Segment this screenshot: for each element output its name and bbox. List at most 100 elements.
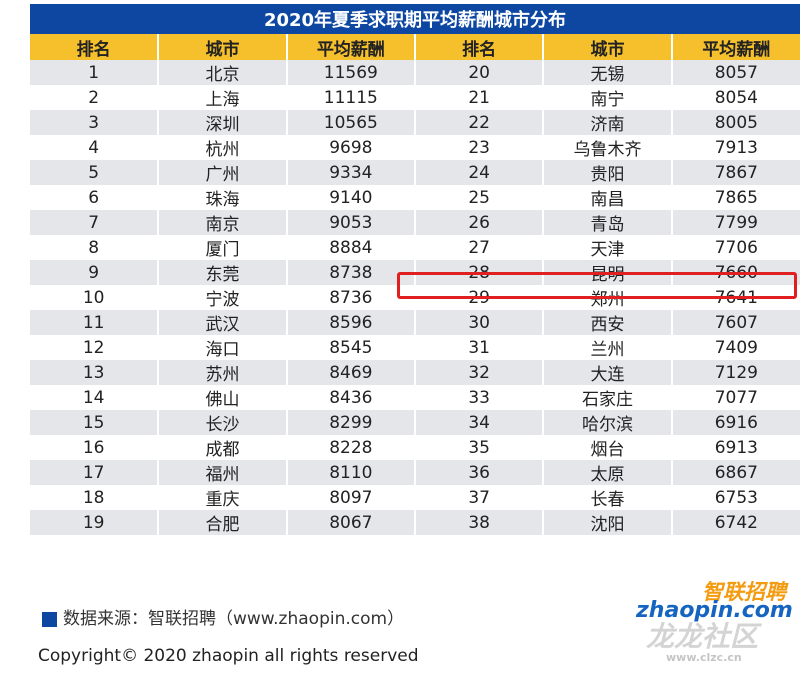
cell-city: 南昌 bbox=[543, 185, 673, 210]
cell-rank: 32 bbox=[414, 360, 545, 385]
copyright-text: Copyright© 2020 zhaopin all rights reser… bbox=[38, 646, 419, 666]
logo-cn-text: 智联招聘 bbox=[702, 580, 786, 604]
table-row: 2 上海 11115 21 南宁 8054 bbox=[30, 85, 800, 110]
cell-rank: 7 bbox=[30, 210, 160, 235]
cell-city: 珠海 bbox=[158, 185, 288, 210]
salary-table: 排名 城市 平均薪酬 排名 城市 平均薪酬 1 北京 11569 20 无锡 8057 2 上… bbox=[30, 34, 800, 535]
cell-salary: 8057 bbox=[671, 60, 800, 85]
table-body: 1 北京 11569 20 无锡 8057 2 上海 11115 21 南宁 8054 3 深圳 10565… bbox=[30, 60, 800, 535]
cell-rank: 22 bbox=[414, 110, 545, 135]
table-row: 7 南京 9053 26 青岛 7799 bbox=[30, 210, 800, 235]
cell-rank: 3 bbox=[30, 110, 160, 135]
table-row: 19 合肥 8067 38 沈阳 6742 bbox=[30, 510, 800, 535]
cell-rank: 25 bbox=[414, 185, 545, 210]
cell-salary: 11115 bbox=[286, 85, 416, 110]
table-row: 17 福州 8110 36 太原 6867 bbox=[30, 460, 800, 485]
table-row: 18 重庆 8097 37 长春 6753 bbox=[30, 485, 800, 510]
cell-city: 广州 bbox=[158, 160, 288, 185]
table-row: 13 苏州 8469 32 大连 7129 bbox=[30, 360, 800, 385]
cell-city: 兰州 bbox=[543, 335, 673, 360]
cell-salary: 8545 bbox=[286, 335, 416, 360]
cell-rank: 27 bbox=[414, 235, 545, 260]
zhaopin-logo: 智联招聘 zhaopin.com bbox=[636, 576, 793, 626]
cell-salary: 6913 bbox=[671, 435, 800, 460]
cell-rank: 26 bbox=[414, 210, 545, 235]
cell-salary: 7641 bbox=[671, 285, 800, 310]
cell-city: 昆明 bbox=[543, 260, 673, 285]
table-row: 15 长沙 8299 34 哈尔滨 6916 bbox=[30, 410, 800, 435]
cell-rank: 15 bbox=[30, 410, 160, 435]
cell-city: 厦门 bbox=[158, 235, 288, 260]
watermark-text: 龙龙社区 bbox=[646, 620, 759, 653]
cell-city: 武汉 bbox=[158, 310, 288, 335]
cell-city: 佛山 bbox=[158, 385, 288, 410]
cell-city: 郑州 bbox=[543, 285, 673, 310]
cell-rank: 24 bbox=[414, 160, 545, 185]
table-row: 8 厦门 8884 27 天津 7706 bbox=[30, 235, 800, 260]
cell-salary: 11569 bbox=[286, 60, 416, 85]
cell-salary: 7129 bbox=[671, 360, 800, 385]
header-rank: 排名 bbox=[30, 34, 160, 60]
cell-rank: 4 bbox=[30, 135, 160, 160]
cell-rank: 28 bbox=[414, 260, 545, 285]
cell-city: 乌鲁木齐 bbox=[543, 135, 673, 160]
cell-salary: 8738 bbox=[286, 260, 416, 285]
cell-city: 福州 bbox=[158, 460, 288, 485]
cell-salary: 6916 bbox=[671, 410, 800, 435]
cell-salary: 8736 bbox=[286, 285, 416, 310]
header-city: 城市 bbox=[543, 34, 673, 60]
table-row: 12 海口 8545 31 兰州 7409 bbox=[30, 335, 800, 360]
cell-salary: 7409 bbox=[671, 335, 800, 360]
cell-city: 烟台 bbox=[543, 435, 673, 460]
cell-salary: 8228 bbox=[286, 435, 416, 460]
cell-rank: 20 bbox=[414, 60, 545, 85]
cell-salary: 9698 bbox=[286, 135, 416, 160]
cell-salary: 6753 bbox=[671, 485, 800, 510]
logo-en-text: zhaopin.com bbox=[636, 598, 793, 623]
cell-salary: 9334 bbox=[286, 160, 416, 185]
cell-city: 杭州 bbox=[158, 135, 288, 160]
cell-rank: 8 bbox=[30, 235, 160, 260]
cell-city: 东莞 bbox=[158, 260, 288, 285]
cell-city: 海口 bbox=[158, 335, 288, 360]
cell-rank: 30 bbox=[414, 310, 545, 335]
cell-salary: 6742 bbox=[671, 510, 800, 535]
cell-salary: 9140 bbox=[286, 185, 416, 210]
cell-city: 长沙 bbox=[158, 410, 288, 435]
cell-rank: 11 bbox=[30, 310, 160, 335]
source-text: 数据来源：智联招聘（www.zhaopin.com） bbox=[63, 609, 405, 629]
table-row: 5 广州 9334 24 贵阳 7867 bbox=[30, 160, 800, 185]
cell-city: 天津 bbox=[543, 235, 673, 260]
cell-rank: 13 bbox=[30, 360, 160, 385]
cell-salary: 7867 bbox=[671, 160, 800, 185]
cell-rank: 9 bbox=[30, 260, 160, 285]
bullet-square-icon bbox=[42, 612, 57, 627]
cell-city: 太原 bbox=[543, 460, 673, 485]
source-note: 数据来源：智联招聘（www.zhaopin.com） bbox=[42, 604, 404, 629]
watermark-url: www.clzc.cn bbox=[666, 651, 742, 664]
cell-salary: 6867 bbox=[671, 460, 800, 485]
cell-rank: 33 bbox=[414, 385, 545, 410]
cell-city: 沈阳 bbox=[543, 510, 673, 535]
cell-rank: 17 bbox=[30, 460, 160, 485]
table-row: 14 佛山 8436 33 石家庄 7077 bbox=[30, 385, 800, 410]
header-city: 城市 bbox=[158, 34, 288, 60]
cell-rank: 23 bbox=[414, 135, 545, 160]
header-row: 排名 城市 平均薪酬 排名 城市 平均薪酬 bbox=[30, 34, 800, 60]
cell-salary: 8299 bbox=[286, 410, 416, 435]
cell-rank: 16 bbox=[30, 435, 160, 460]
cell-salary: 7865 bbox=[671, 185, 800, 210]
cell-rank: 37 bbox=[414, 485, 545, 510]
cell-rank: 6 bbox=[30, 185, 160, 210]
cell-salary: 7706 bbox=[671, 235, 800, 260]
cell-salary: 8884 bbox=[286, 235, 416, 260]
cell-rank: 2 bbox=[30, 85, 160, 110]
cell-rank: 1 bbox=[30, 60, 160, 85]
cell-salary: 9053 bbox=[286, 210, 416, 235]
cell-rank: 12 bbox=[30, 335, 160, 360]
table-row: 1 北京 11569 20 无锡 8057 bbox=[30, 60, 800, 85]
cell-salary: 7660 bbox=[671, 260, 800, 285]
cell-city: 合肥 bbox=[158, 510, 288, 535]
cell-city: 深圳 bbox=[158, 110, 288, 135]
cell-rank: 19 bbox=[30, 510, 160, 535]
